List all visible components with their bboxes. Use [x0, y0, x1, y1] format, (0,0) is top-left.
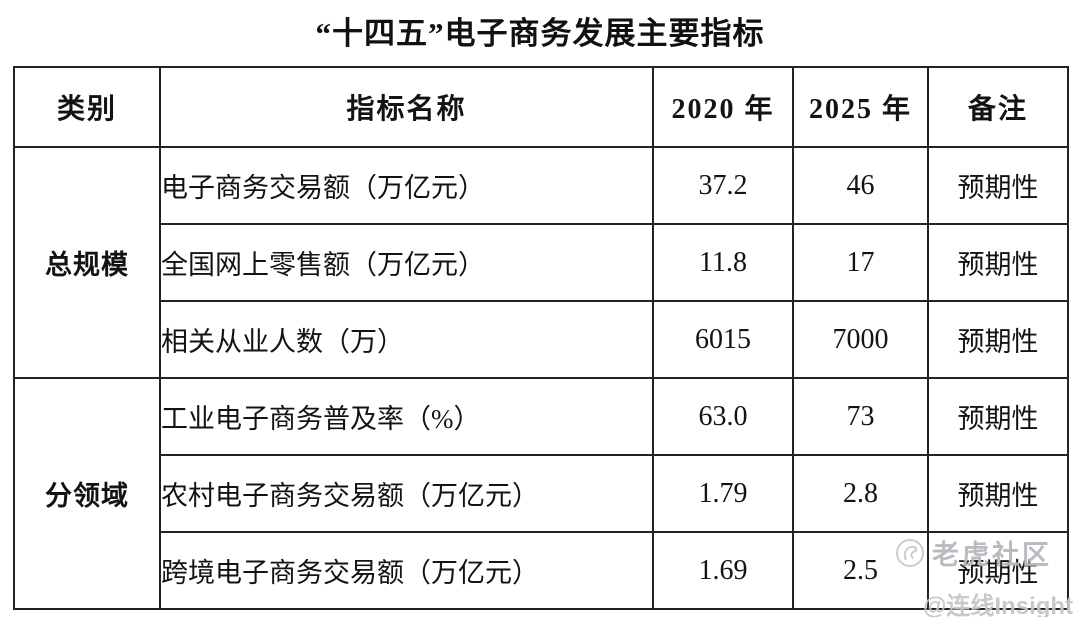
indicator-name: 工业电子商务普及率（%）	[159, 377, 654, 456]
indicator-table: 类别 指标名称 2020 年 2025 年 备注 总规模 电子商务交易额（万亿元…	[13, 66, 1069, 610]
note-cell: 预期性	[927, 223, 1069, 302]
header-2020: 2020 年	[652, 66, 794, 148]
indicator-name: 跨境电子商务交易额（万亿元）	[159, 531, 654, 610]
indicator-name: 相关从业人数（万）	[159, 300, 654, 379]
value-2025: 46	[792, 146, 929, 225]
table-row: 相关从业人数（万） 6015 7000 预期性	[14, 300, 1069, 379]
note-cell: 预期性	[927, 454, 1069, 533]
table-row: 跨境电子商务交易额（万亿元） 1.69 2.5 预期性	[14, 531, 1069, 610]
note-cell: 预期性	[927, 531, 1069, 610]
table-header-row: 类别 指标名称 2020 年 2025 年 备注	[13, 66, 1069, 148]
note-cell: 预期性	[927, 300, 1069, 379]
note-cell: 预期性	[927, 146, 1069, 225]
value-2025: 17	[792, 223, 929, 302]
value-2020: 1.69	[652, 531, 794, 610]
value-2020: 37.2	[652, 146, 794, 225]
table-row: 总规模 电子商务交易额（万亿元） 37.2 46 预期性	[13, 146, 1069, 379]
note-cell: 预期性	[927, 377, 1069, 456]
header-indicator-name: 指标名称	[159, 66, 654, 148]
table-row: 农村电子商务交易额（万亿元） 1.79 2.8 预期性	[14, 454, 1069, 533]
value-2025: 2.5	[792, 531, 929, 610]
value-2025: 73	[792, 377, 929, 456]
value-2020: 6015	[652, 300, 794, 379]
header-category: 类别	[13, 66, 161, 148]
page-title: “十四五”电子商务发展主要指标	[315, 16, 765, 51]
value-2020: 11.8	[652, 223, 794, 302]
value-2020: 63.0	[652, 377, 794, 456]
value-2020: 1.79	[652, 454, 794, 533]
value-2025: 7000	[792, 300, 929, 379]
header-note: 备注	[927, 66, 1069, 148]
category-cell-total-scale: 总规模	[13, 146, 161, 379]
table-row: 全国网上零售额（万亿元） 11.8 17 预期性	[14, 223, 1069, 302]
indicator-name: 电子商务交易额（万亿元）	[159, 146, 654, 225]
indicator-name: 全国网上零售额（万亿元）	[159, 223, 654, 302]
value-2025: 2.8	[792, 454, 929, 533]
header-2025: 2025 年	[792, 66, 929, 148]
table-row: 分领域 工业电子商务普及率（%） 63.0 73 预期性	[13, 377, 1069, 610]
indicator-name: 农村电子商务交易额（万亿元）	[159, 454, 654, 533]
category-cell-by-sector: 分领域	[13, 377, 161, 610]
